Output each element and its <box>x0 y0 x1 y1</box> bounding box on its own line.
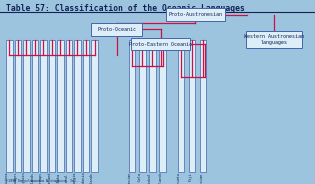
Text: Nuclear Micronesian: Nuclear Micronesian <box>128 173 132 184</box>
Text: Western Austronesian
languages: Western Austronesian languages <box>244 34 304 45</box>
Text: Proto-Oceanic: Proto-Oceanic <box>97 27 136 32</box>
FancyBboxPatch shape <box>6 40 13 172</box>
Text: Central Province of Papua New Guinea: Central Province of Papua New Guinea <box>5 173 9 184</box>
FancyBboxPatch shape <box>139 40 146 172</box>
FancyBboxPatch shape <box>189 40 195 172</box>
Text: Guadalcanal, Gela: Guadalcanal, Gela <box>138 173 142 184</box>
FancyBboxPatch shape <box>129 40 135 172</box>
Text: Proto-Austronesian: Proto-Austronesian <box>168 12 222 17</box>
Text: Northeast New Guinea—West New Britain: Northeast New Guinea—West New Britain <box>22 173 26 184</box>
Text: Fiji: Fiji <box>188 173 192 181</box>
Text: Proto-Eastern Oceanic: Proto-Eastern Oceanic <box>129 42 192 47</box>
Text: New Britain groups: New Britain groups <box>39 173 43 184</box>
Text: Polynesian: Polynesian <box>199 173 203 184</box>
FancyBboxPatch shape <box>178 40 184 172</box>
Text: Malekula-San Cristobal: Malekula-San Cristobal <box>148 173 152 184</box>
FancyBboxPatch shape <box>200 40 206 172</box>
FancyBboxPatch shape <box>246 31 302 48</box>
FancyBboxPatch shape <box>32 40 38 172</box>
Text: Vanuatu-Santa Islands: Vanuatu-Santa Islands <box>158 173 163 184</box>
FancyBboxPatch shape <box>83 40 89 172</box>
Text: New Ireland: New Ireland <box>48 173 52 184</box>
Text: Loyalty Islands: Loyalty Islands <box>90 173 94 184</box>
FancyBboxPatch shape <box>49 40 55 172</box>
FancyBboxPatch shape <box>166 8 225 21</box>
Text: Choiseul: Choiseul <box>65 173 69 184</box>
FancyBboxPatch shape <box>91 40 98 172</box>
Text: New Georgia: New Georgia <box>73 173 77 184</box>
Text: Table 57: Classification of the Oceanic Languages: Table 57: Classification of the Oceanic … <box>6 4 245 13</box>
Text: Admiralty Islands: Admiralty Islands <box>31 173 35 184</box>
Text: New Caledonia: New Caledonia <box>82 173 86 184</box>
FancyBboxPatch shape <box>57 40 64 172</box>
FancyBboxPatch shape <box>159 40 166 172</box>
Text: Central Vanuatu: Central Vanuatu <box>177 173 181 184</box>
FancyBboxPatch shape <box>23 40 30 172</box>
FancyBboxPatch shape <box>131 38 190 50</box>
Text: Milne Bay Province languages: Milne Bay Province languages <box>14 173 18 184</box>
Text: ©1990 Encyclopaedia Britannica, Inc.: ©1990 Encyclopaedia Britannica, Inc. <box>6 179 78 183</box>
FancyBboxPatch shape <box>40 40 47 172</box>
FancyBboxPatch shape <box>149 40 156 172</box>
FancyBboxPatch shape <box>66 40 72 172</box>
FancyBboxPatch shape <box>91 23 142 36</box>
FancyBboxPatch shape <box>15 40 21 172</box>
FancyBboxPatch shape <box>74 40 81 172</box>
Text: Bougainville-Buka: Bougainville-Buka <box>56 173 60 184</box>
